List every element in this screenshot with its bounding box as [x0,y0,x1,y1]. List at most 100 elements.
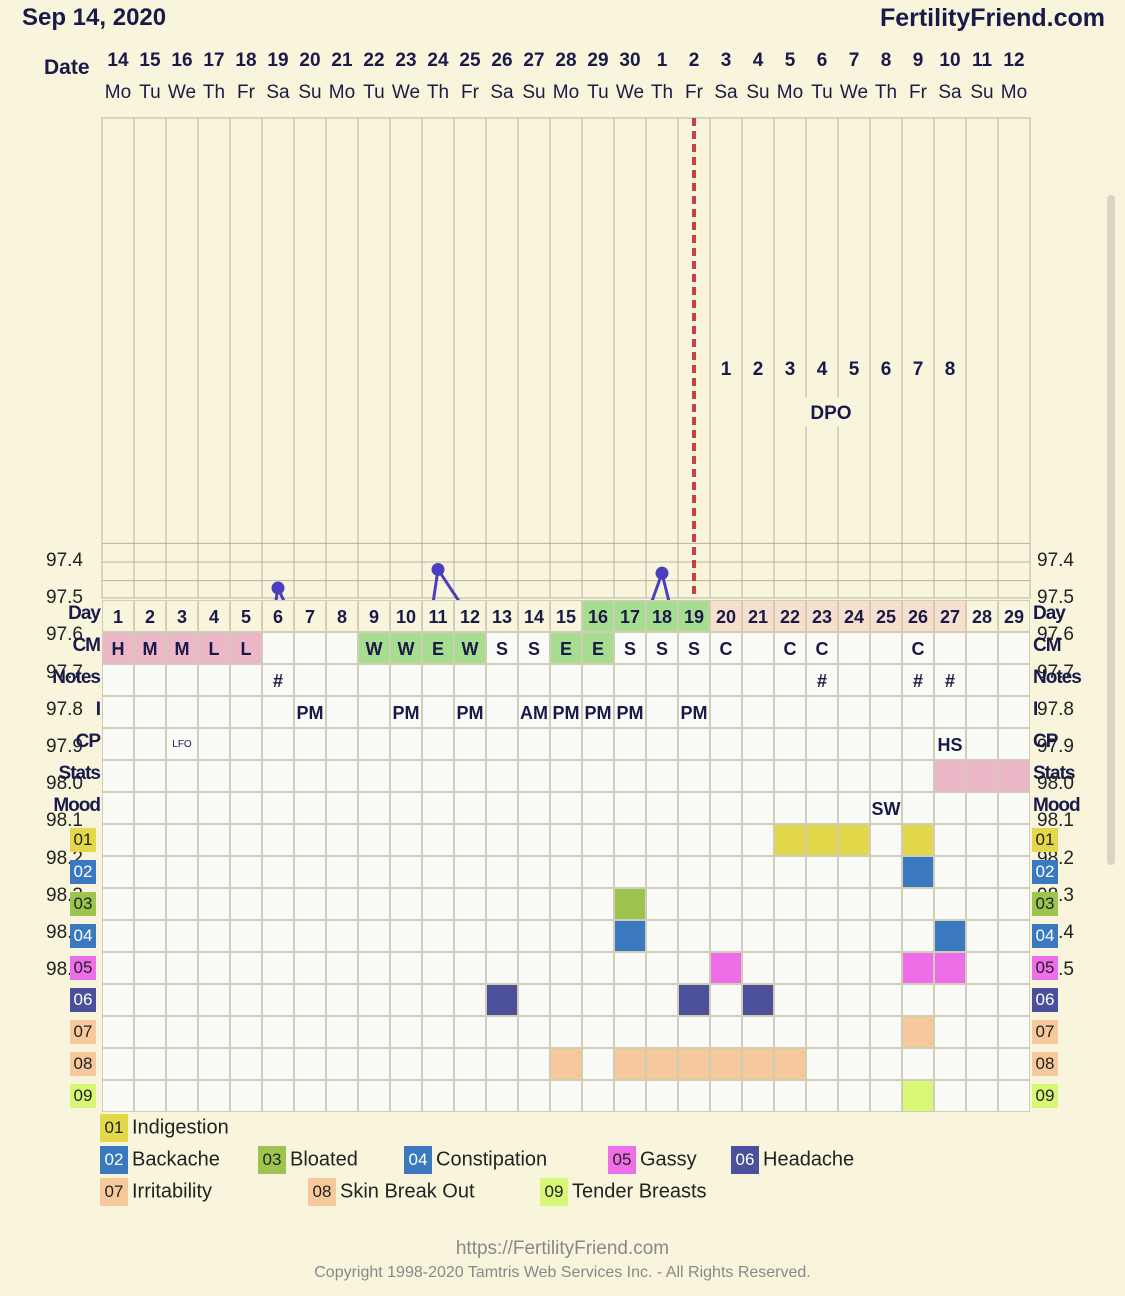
symptom-cell[interactable] [230,1016,262,1048]
day-cell[interactable]: 9 [358,600,390,632]
i-cell[interactable]: AM [518,696,550,728]
symptom-cell[interactable] [710,984,742,1016]
symptom-cell[interactable] [390,888,422,920]
day-cell[interactable]: 11 [422,600,454,632]
symptom-cell[interactable] [742,1016,774,1048]
symptom-cell[interactable] [198,952,230,984]
mood-cell[interactable] [134,792,166,824]
mood-cell[interactable] [326,792,358,824]
symptom-cell[interactable] [518,888,550,920]
cp-cell[interactable] [966,728,998,760]
mood-cell[interactable] [614,792,646,824]
notes-cell[interactable] [550,664,582,696]
symptom-cell[interactable] [422,888,454,920]
symptom-cell[interactable] [902,920,934,952]
symptom-cell[interactable] [646,1080,678,1112]
symptom-cell[interactable] [966,856,998,888]
symptom-cell[interactable] [710,920,742,952]
symptom-cell[interactable] [646,824,678,856]
cp-cell[interactable] [870,728,902,760]
symptom-cell[interactable] [582,984,614,1016]
symptom-cell[interactable] [518,920,550,952]
symptom-cell[interactable] [454,824,486,856]
mood-cell[interactable] [166,792,198,824]
symptom-cell[interactable] [710,856,742,888]
i-cell[interactable] [838,696,870,728]
stats-cell[interactable] [550,760,582,792]
cm-cell[interactable]: L [230,632,262,664]
symptom-cell[interactable] [102,888,134,920]
symptom-cell[interactable] [806,984,838,1016]
symptom-cell[interactable] [102,1016,134,1048]
symptom-cell[interactable] [646,920,678,952]
symptom-cell[interactable] [198,1080,230,1112]
cp-cell[interactable] [102,728,134,760]
notes-cell[interactable] [390,664,422,696]
symptom-cell[interactable] [710,952,742,984]
i-cell[interactable] [102,696,134,728]
i-cell[interactable] [934,696,966,728]
symptom-cell[interactable] [582,824,614,856]
stats-cell[interactable] [486,760,518,792]
cm-cell[interactable]: W [358,632,390,664]
cp-cell[interactable] [614,728,646,760]
day-cell[interactable]: 29 [998,600,1030,632]
symptom-cell[interactable] [294,920,326,952]
cm-cell[interactable]: E [550,632,582,664]
symptom-cell[interactable] [838,824,870,856]
symptom-cell[interactable] [710,824,742,856]
symptom-cell[interactable] [838,920,870,952]
symptom-cell[interactable] [390,824,422,856]
symptom-cell[interactable] [102,952,134,984]
stats-cell[interactable] [518,760,550,792]
day-cell[interactable]: 18 [646,600,678,632]
symptom-cell[interactable] [358,888,390,920]
notes-cell[interactable] [422,664,454,696]
symptom-cell[interactable] [358,984,390,1016]
cm-cell[interactable] [294,632,326,664]
symptom-cell[interactable] [390,1016,422,1048]
day-cell[interactable]: 16 [582,600,614,632]
mood-cell[interactable] [390,792,422,824]
site-name[interactable]: FertilityFriend.com [879,4,1105,32]
notes-cell[interactable] [870,664,902,696]
symptom-cell[interactable] [102,824,134,856]
symptom-cell[interactable] [838,1048,870,1080]
symptom-cell[interactable] [486,856,518,888]
symptom-cell[interactable] [806,1048,838,1080]
symptom-cell[interactable] [230,1080,262,1112]
i-cell[interactable] [646,696,678,728]
symptom-cell[interactable] [646,984,678,1016]
symptom-cell[interactable] [646,888,678,920]
symptom-cell[interactable] [326,824,358,856]
i-cell[interactable]: PM [454,696,486,728]
day-cell[interactable]: 14 [518,600,550,632]
symptom-cell[interactable] [934,952,966,984]
symptom-cell[interactable] [358,920,390,952]
symptom-cell[interactable] [422,952,454,984]
cp-cell[interactable] [294,728,326,760]
day-cell[interactable]: 1 [102,600,134,632]
symptom-cell[interactable] [454,1048,486,1080]
cm-cell[interactable]: C [902,632,934,664]
cm-cell[interactable] [998,632,1030,664]
notes-cell[interactable] [102,664,134,696]
symptom-cell[interactable] [742,920,774,952]
symptom-cell[interactable] [614,1080,646,1112]
symptom-cell[interactable] [550,952,582,984]
symptom-cell[interactable] [838,952,870,984]
notes-cell[interactable] [198,664,230,696]
i-cell[interactable]: PM [294,696,326,728]
symptom-cell[interactable] [870,952,902,984]
symptom-cell[interactable] [166,1016,198,1048]
cm-cell[interactable]: M [166,632,198,664]
mood-cell[interactable] [422,792,454,824]
symptom-cell[interactable] [454,888,486,920]
day-cell[interactable]: 24 [838,600,870,632]
symptom-cell[interactable] [678,984,710,1016]
symptom-cell[interactable] [326,888,358,920]
symptom-cell[interactable] [870,856,902,888]
symptom-cell[interactable] [582,1048,614,1080]
symptom-cell[interactable] [518,824,550,856]
symptom-cell[interactable] [998,888,1030,920]
